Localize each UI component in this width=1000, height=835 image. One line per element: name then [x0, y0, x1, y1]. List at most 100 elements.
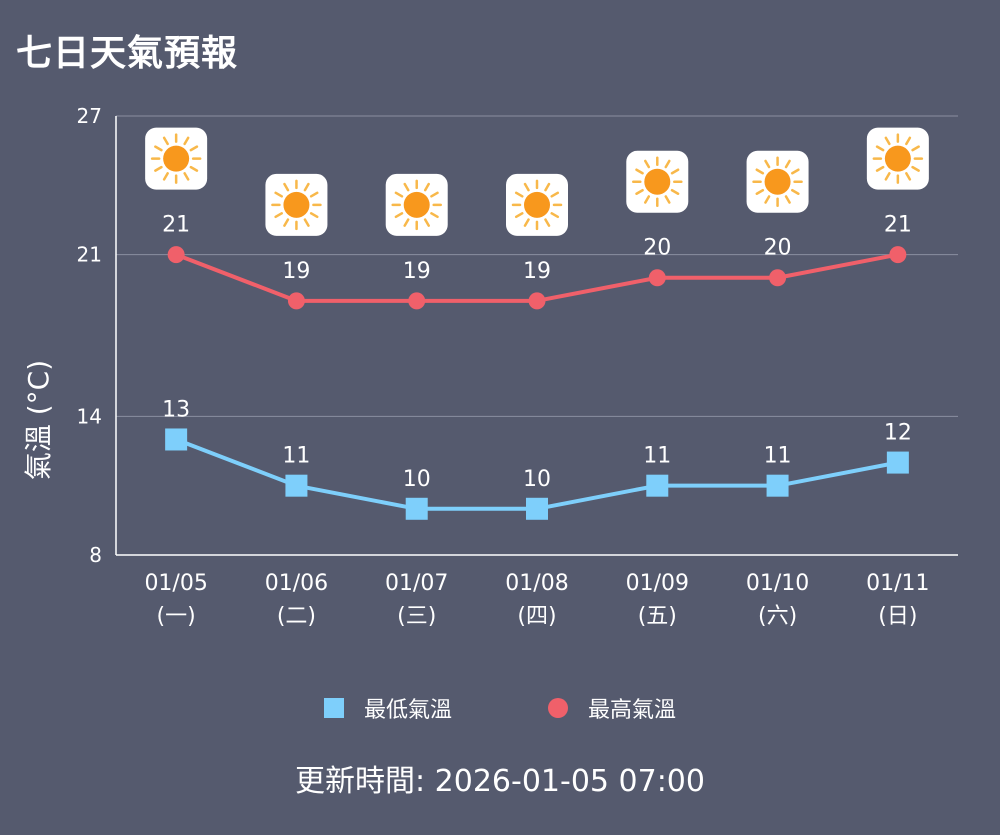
sun-core [403, 191, 430, 218]
sun-ray [875, 145, 885, 152]
x-tick-label: 01/06 [265, 571, 328, 596]
legend-label-high: 最高氣溫 [588, 698, 677, 723]
sun-ray [911, 165, 920, 172]
sun-ray [162, 172, 169, 181]
sun-ray [791, 168, 800, 175]
data-point-high [528, 292, 546, 310]
data-label: 21 [162, 213, 190, 238]
data-label: 19 [403, 259, 431, 284]
y-tick-label: 8 [89, 543, 102, 567]
sun-ray [764, 159, 771, 169]
x-tick-weekday: (日) [878, 604, 917, 629]
sun-icon [866, 127, 929, 190]
data-label: 19 [523, 259, 551, 284]
data-label: 11 [643, 444, 671, 469]
x-tick-weekday: (六) [758, 604, 797, 629]
update-time: 更新時間: 2026-01-05 07:00 [295, 764, 705, 799]
grid-lines [116, 115, 958, 417]
sun-ray [283, 218, 290, 227]
data-label: 10 [403, 467, 431, 492]
legend-item-low[interactable]: 最低氣溫 [323, 692, 452, 724]
sun-ray [183, 172, 190, 181]
sun-ray [283, 182, 290, 192]
sun-ray [905, 136, 912, 146]
data-point-low [766, 474, 789, 497]
sun-ray [791, 188, 800, 195]
data-point-low [285, 474, 308, 497]
legend-label-low: 最低氣溫 [363, 698, 452, 723]
x-tick-label: 01/11 [866, 571, 929, 596]
sun-ray [162, 136, 169, 146]
sun-ray [423, 182, 430, 192]
data-label: 19 [282, 259, 310, 284]
x-tick-label: 01/08 [505, 571, 568, 596]
x-tick-weekday: (二) [277, 604, 316, 629]
sun-ray [664, 195, 671, 204]
sun-ray [430, 212, 439, 219]
data-label: 11 [282, 444, 310, 469]
sun-core [884, 145, 911, 172]
sun-ray [905, 172, 912, 181]
sun-ray [514, 191, 524, 198]
sun-ray [911, 145, 920, 152]
legend-square-marker [323, 698, 344, 718]
y-tick-label: 14 [77, 404, 102, 428]
sun-ray [154, 145, 163, 152]
sun-ray [875, 165, 885, 172]
sun-ray [303, 218, 310, 227]
sun-ray [523, 218, 530, 227]
sun-ray [154, 165, 163, 172]
sun-ray [189, 145, 199, 152]
sun-ray [423, 218, 430, 227]
x-tick-weekday: (三) [397, 604, 436, 629]
legend-circle-marker [548, 698, 568, 718]
sun-ray [784, 195, 791, 204]
sun-ray [403, 218, 410, 227]
axes: 8 14 21 27 01/05 (一) 01/06 (二) 01/07 (三) 01/08 (四) 0… [77, 104, 958, 629]
y-tick-label: 21 [77, 243, 102, 267]
x-tick-weekday: (四) [517, 604, 556, 629]
data-label: 12 [884, 421, 912, 446]
temperature-chart: 8 14 21 27 01/05 (一) 01/06 (二) 01/07 (三) 01/08 (四) 0… [22, 104, 958, 629]
data-label: 11 [764, 444, 792, 469]
sun-ray [189, 165, 199, 172]
sun-ray [884, 136, 891, 146]
sun-ray [755, 188, 765, 195]
data-point-high [408, 292, 426, 310]
sun-ray [664, 159, 671, 169]
sun-ray [670, 188, 680, 195]
sun-ray [183, 136, 190, 146]
sun-core [283, 191, 310, 218]
sun-icon [626, 150, 689, 213]
y-tick-label: 27 [77, 104, 102, 128]
sun-ray [544, 218, 551, 227]
page-title: 七日天氣預報 [16, 33, 239, 74]
sun-ray [550, 191, 560, 198]
sun-ray [644, 195, 651, 204]
data-point-low [646, 474, 669, 497]
sun-ray [884, 172, 891, 181]
x-tick-label: 01/07 [385, 571, 448, 596]
sun-core [644, 168, 671, 195]
data-point-low [526, 497, 548, 520]
x-tick-label: 01/09 [626, 571, 689, 596]
data-label: 21 [884, 213, 912, 238]
sun-ray [309, 212, 319, 219]
data-point-high [287, 292, 305, 310]
sun-ray [635, 188, 644, 195]
sun-ray [303, 182, 310, 192]
x-tick-label: 01/05 [144, 571, 207, 596]
sun-icon [385, 173, 448, 236]
sun-core [524, 191, 550, 218]
legend-item-high[interactable]: 最高氣溫 [548, 692, 676, 724]
data-point-high [648, 269, 666, 287]
sun-ray [544, 182, 551, 192]
data-labels: 13 11 10 10 11 11 12 21 19 19 19 20 20 21 [162, 213, 912, 492]
series-lines [165, 246, 909, 520]
x-tick-label: 01/10 [746, 571, 809, 596]
sun-ray [764, 195, 771, 204]
x-tick-weekday: (五) [638, 604, 677, 629]
sun-ray [394, 191, 404, 198]
data-label: 10 [523, 467, 551, 492]
data-point-low [405, 497, 428, 520]
